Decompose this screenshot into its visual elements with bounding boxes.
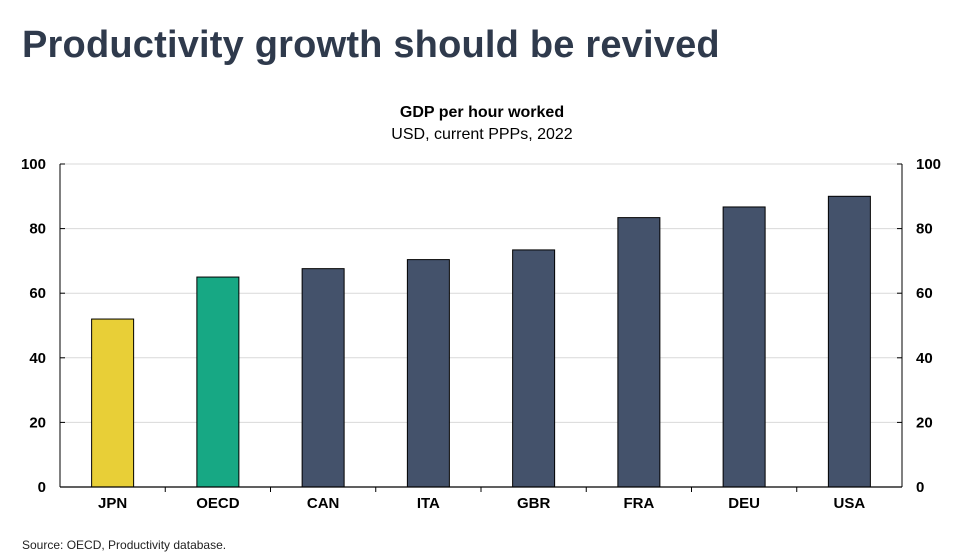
x-tick-label-usa: USA [834, 495, 866, 512]
bar-deu [722, 206, 766, 488]
y-tick-label-right: 0 [916, 479, 924, 496]
x-tick-label-ita: ITA [417, 495, 440, 512]
y-tick-label-right: 100 [916, 156, 941, 173]
chart-subtitle: USD, current PPPs, 2022 [391, 126, 573, 143]
x-tick-label-gbr: GBR [517, 495, 551, 512]
bar-oecd [196, 276, 240, 488]
chart-title: GDP per hour worked [399, 104, 565, 121]
x-tick-label-fra: FRA [623, 495, 654, 512]
y-tick-label-right: 40 [916, 350, 933, 367]
bar-chart: 0 0 20 20 40 40 60 60 80 80 100 100 JPN OECD CAN ITA GBR… [21, 156, 941, 512]
bar-gbr [512, 249, 556, 488]
x-tick-label-jpn: JPN [98, 495, 127, 512]
y-tick-label-right: 20 [916, 414, 933, 431]
y-tick-label-left: 0 [38, 479, 46, 496]
source-note: Source: OECD, Productivity database. [22, 538, 227, 552]
bar-can [301, 268, 345, 488]
slide-title: Productivity growth should be revived [22, 24, 720, 66]
x-tick-label-deu: DEU [728, 495, 760, 512]
bar-fra [617, 217, 661, 488]
y-tick-label-left: 80 [29, 221, 46, 238]
y-tick-label-left: 100 [21, 156, 46, 173]
y-tick-label-left: 60 [29, 285, 46, 302]
y-tick-label-left: 40 [29, 350, 46, 367]
bar-jpn [91, 318, 135, 488]
y-tick-label-right: 60 [916, 285, 933, 302]
x-tick-label-oecd: OECD [196, 495, 240, 512]
y-tick-label-left: 20 [29, 414, 46, 431]
y-tick-label-right: 80 [916, 221, 933, 238]
bar-ita [406, 259, 450, 488]
x-tick-label-can: CAN [307, 495, 340, 512]
bar-usa [827, 195, 871, 488]
